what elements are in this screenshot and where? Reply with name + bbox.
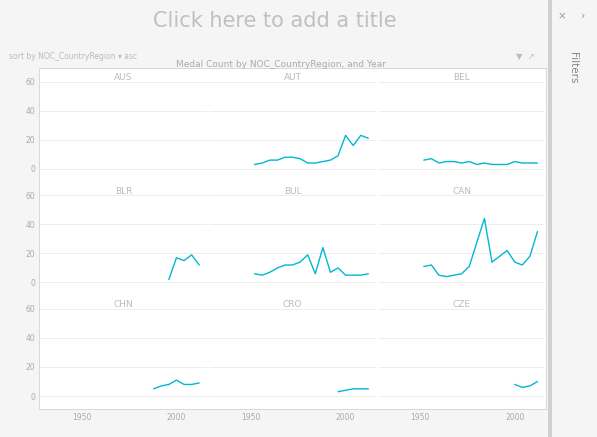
Text: Filters: Filters (568, 52, 577, 84)
Text: BLR: BLR (115, 187, 132, 196)
Text: AUS: AUS (114, 73, 133, 82)
Text: ›: › (581, 11, 586, 21)
Text: CAN: CAN (452, 187, 471, 196)
Text: AUT: AUT (284, 73, 301, 82)
Text: CRO: CRO (283, 301, 302, 309)
Text: BEL: BEL (453, 73, 470, 82)
Text: Medal Count by NOC_CountryRegion, and Year: Medal Count by NOC_CountryRegion, and Ye… (176, 60, 386, 69)
Text: CZE: CZE (453, 301, 470, 309)
Text: ×: × (558, 11, 566, 21)
Text: Click here to add a title: Click here to add a title (153, 11, 396, 31)
Text: BUL: BUL (284, 187, 301, 196)
Text: CHN: CHN (113, 301, 133, 309)
Text: sort by NOC_CountryRegion ▾ asc: sort by NOC_CountryRegion ▾ asc (9, 52, 137, 62)
Text: ▼  ↗: ▼ ↗ (516, 52, 534, 61)
Bar (548, 0, 552, 437)
